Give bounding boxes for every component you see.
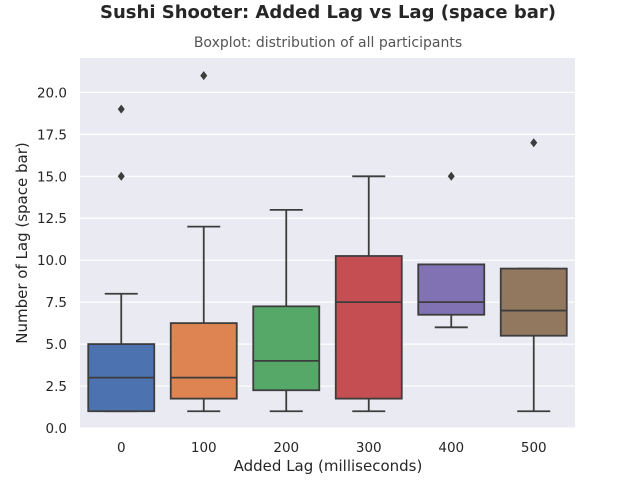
- y-tick-label: 5.0: [46, 337, 67, 353]
- y-axis-label: Number of Lag (space bar): [13, 142, 31, 343]
- x-tick-label: 200: [273, 440, 299, 456]
- chart-subtitle: Boxplot: distribution of all participant…: [194, 35, 462, 51]
- grid-lines: [80, 91, 575, 429]
- y-tick-label: 20.0: [37, 85, 67, 101]
- iqr-box: [252, 305, 321, 392]
- box-300: [334, 175, 403, 413]
- x-axis-label: Added Lag (milliseconds): [234, 457, 423, 475]
- iqr-box: [334, 255, 403, 400]
- plot-area: [80, 58, 575, 428]
- outlier-point: [117, 171, 125, 181]
- box-100: [169, 71, 238, 413]
- y-tick-label: 17.5: [37, 127, 67, 143]
- box-400: [417, 171, 486, 329]
- x-tick-label: 500: [521, 440, 547, 456]
- box-series: [87, 71, 568, 413]
- box-200: [252, 208, 321, 413]
- y-axis-ticks: 0.0 2.5 5.0 7.5 10.0 12.5 15.0 17.5 20.0: [37, 85, 67, 437]
- chart-title: Sushi Shooter: Added Lag vs Lag (space b…: [100, 2, 556, 23]
- box-0: [87, 104, 156, 413]
- outlier-point: [530, 138, 538, 148]
- x-tick-label: 400: [438, 440, 464, 456]
- iqr-box: [499, 267, 568, 337]
- iqr-box: [417, 263, 486, 316]
- y-tick-label: 10.0: [37, 253, 67, 269]
- outlier-point: [447, 171, 455, 181]
- x-tick-label: 300: [356, 440, 382, 456]
- box-500: [499, 138, 568, 413]
- x-tick-label: 100: [191, 440, 217, 456]
- y-tick-label: 7.5: [46, 295, 67, 311]
- x-tick-label: 0: [117, 440, 126, 456]
- y-tick-label: 12.5: [37, 211, 67, 227]
- y-tick-label: 0.0: [46, 421, 67, 437]
- outlier-point: [117, 104, 125, 114]
- y-tick-label: 15.0: [37, 169, 67, 185]
- iqr-box: [169, 322, 238, 400]
- outlier-point: [200, 71, 208, 81]
- x-axis-ticks: 0 100 200 300 400 500: [117, 440, 547, 456]
- y-tick-label: 2.5: [46, 379, 67, 395]
